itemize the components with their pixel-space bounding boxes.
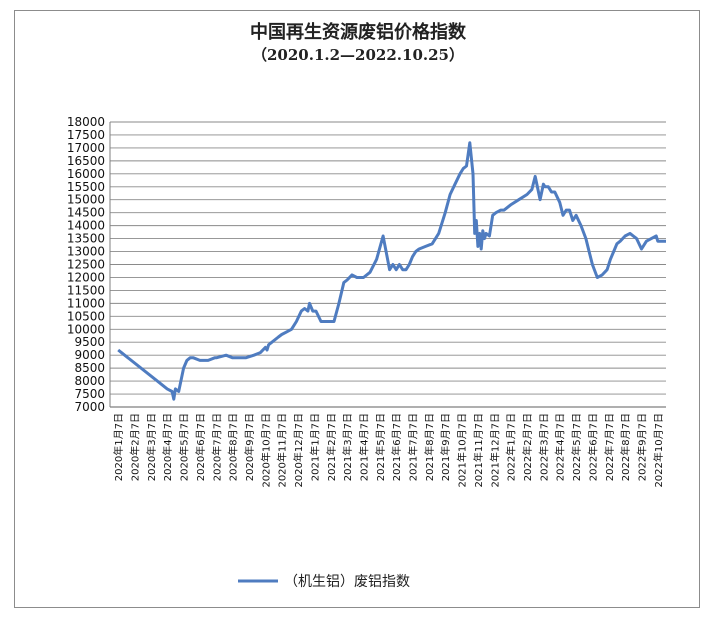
- y-tick-label: 16500: [67, 154, 105, 168]
- gridlines: [109, 121, 666, 408]
- y-tick-label: 7000: [74, 400, 105, 414]
- y-tick-label: 13000: [67, 245, 105, 259]
- y-tick-label: 10500: [67, 309, 105, 323]
- y-tick-label: 8000: [74, 374, 105, 388]
- y-tick-label: 15500: [67, 180, 105, 194]
- y-tick-label: 15000: [67, 193, 105, 207]
- x-tick-label: 2020年1月7日: [112, 413, 125, 481]
- y-tick-label: 8500: [74, 361, 105, 375]
- legend-label: （机生铝）废铝指数: [284, 574, 410, 590]
- x-tick-label: 2021年5月7日: [374, 413, 387, 481]
- y-tick-label: 9000: [74, 348, 105, 362]
- x-tick-label: 2020年10月7日: [259, 413, 272, 488]
- chart-title: 中国再生资源废铝价格指数: [250, 22, 466, 43]
- x-tick-label: 2022年2月7日: [521, 413, 534, 481]
- y-tick-label: 14500: [67, 206, 105, 220]
- y-tick-label: 11000: [67, 296, 105, 310]
- x-tick-label: 2020年6月7日: [194, 413, 207, 481]
- x-tick-label: 2021年12月7日: [488, 413, 501, 488]
- series-line: [117, 141, 666, 401]
- y-tick-label: 16000: [67, 167, 105, 181]
- y-tick-label: 17000: [67, 141, 105, 155]
- legend: （机生铝）废铝指数: [238, 574, 410, 590]
- x-tick-label: 2020年7月7日: [210, 413, 223, 481]
- x-tick-label: 2022年3月7日: [537, 413, 550, 481]
- x-tick-label: 2021年2月7日: [325, 413, 338, 481]
- x-tick-label: 2021年9月7日: [439, 413, 452, 481]
- x-tick-label: 2021年4月7日: [357, 413, 370, 481]
- y-tick-label: 9500: [74, 335, 105, 349]
- x-tick-label: 2022年5月7日: [570, 413, 583, 481]
- y-tick-label: 13500: [67, 232, 105, 246]
- chart-frame: [14, 10, 700, 608]
- chart-subtitle: （2020.1.2—2022.10.25）: [251, 46, 464, 64]
- x-tick-label: 2020年4月7日: [161, 413, 174, 481]
- x-tick-label: 2021年3月7日: [341, 413, 354, 481]
- x-tick-label: 2020年8月7日: [227, 413, 240, 481]
- x-tick-label: 2021年11月7日: [472, 413, 485, 488]
- x-tick-label: 2022年10月7日: [652, 413, 665, 488]
- x-tick-label: 2022年9月7日: [635, 413, 648, 481]
- x-tick-label: 2021年1月7日: [308, 413, 321, 481]
- y-tick-label: 7500: [74, 387, 105, 401]
- x-tick-label: 2021年6月7日: [390, 413, 403, 481]
- y-axis-ticks: 7000750080008500900095001000010500110001…: [67, 115, 105, 414]
- y-tick-label: 11500: [67, 283, 105, 297]
- series-lines: [117, 141, 666, 401]
- x-tick-label: 2020年2月7日: [129, 413, 142, 481]
- y-tick-label: 12500: [67, 258, 105, 272]
- x-tick-label: 2022年1月7日: [505, 413, 518, 481]
- x-tick-label: 2022年4月7日: [554, 413, 567, 481]
- x-tick-label: 2021年8月7日: [423, 413, 436, 481]
- x-tick-label: 2021年7月7日: [407, 413, 420, 481]
- x-tick-label: 2021年10月7日: [456, 413, 469, 488]
- x-tick-label: 2022年7月7日: [603, 413, 616, 481]
- x-tick-label: 2020年12月7日: [292, 413, 305, 488]
- x-tick-label: 2020年3月7日: [145, 413, 158, 481]
- y-tick-label: 18000: [67, 115, 105, 129]
- x-tick-label: 2022年6月7日: [586, 413, 599, 481]
- x-axis-ticks: 2020年1月7日 2020年2月7日 2020年3月7日 2020年4月7日 2020…: [112, 413, 665, 488]
- x-tick-label: 2020年11月7日: [276, 413, 289, 488]
- y-tick-label: 14000: [67, 219, 105, 233]
- x-tick-label: 2022年8月7日: [619, 413, 632, 481]
- x-tick-label: 2020年5月7日: [178, 413, 191, 481]
- x-tick-label: 2020年9月7日: [243, 413, 256, 481]
- y-tick-label: 17500: [67, 128, 105, 142]
- y-tick-label: 10000: [67, 322, 105, 336]
- y-tick-label: 12000: [67, 270, 105, 284]
